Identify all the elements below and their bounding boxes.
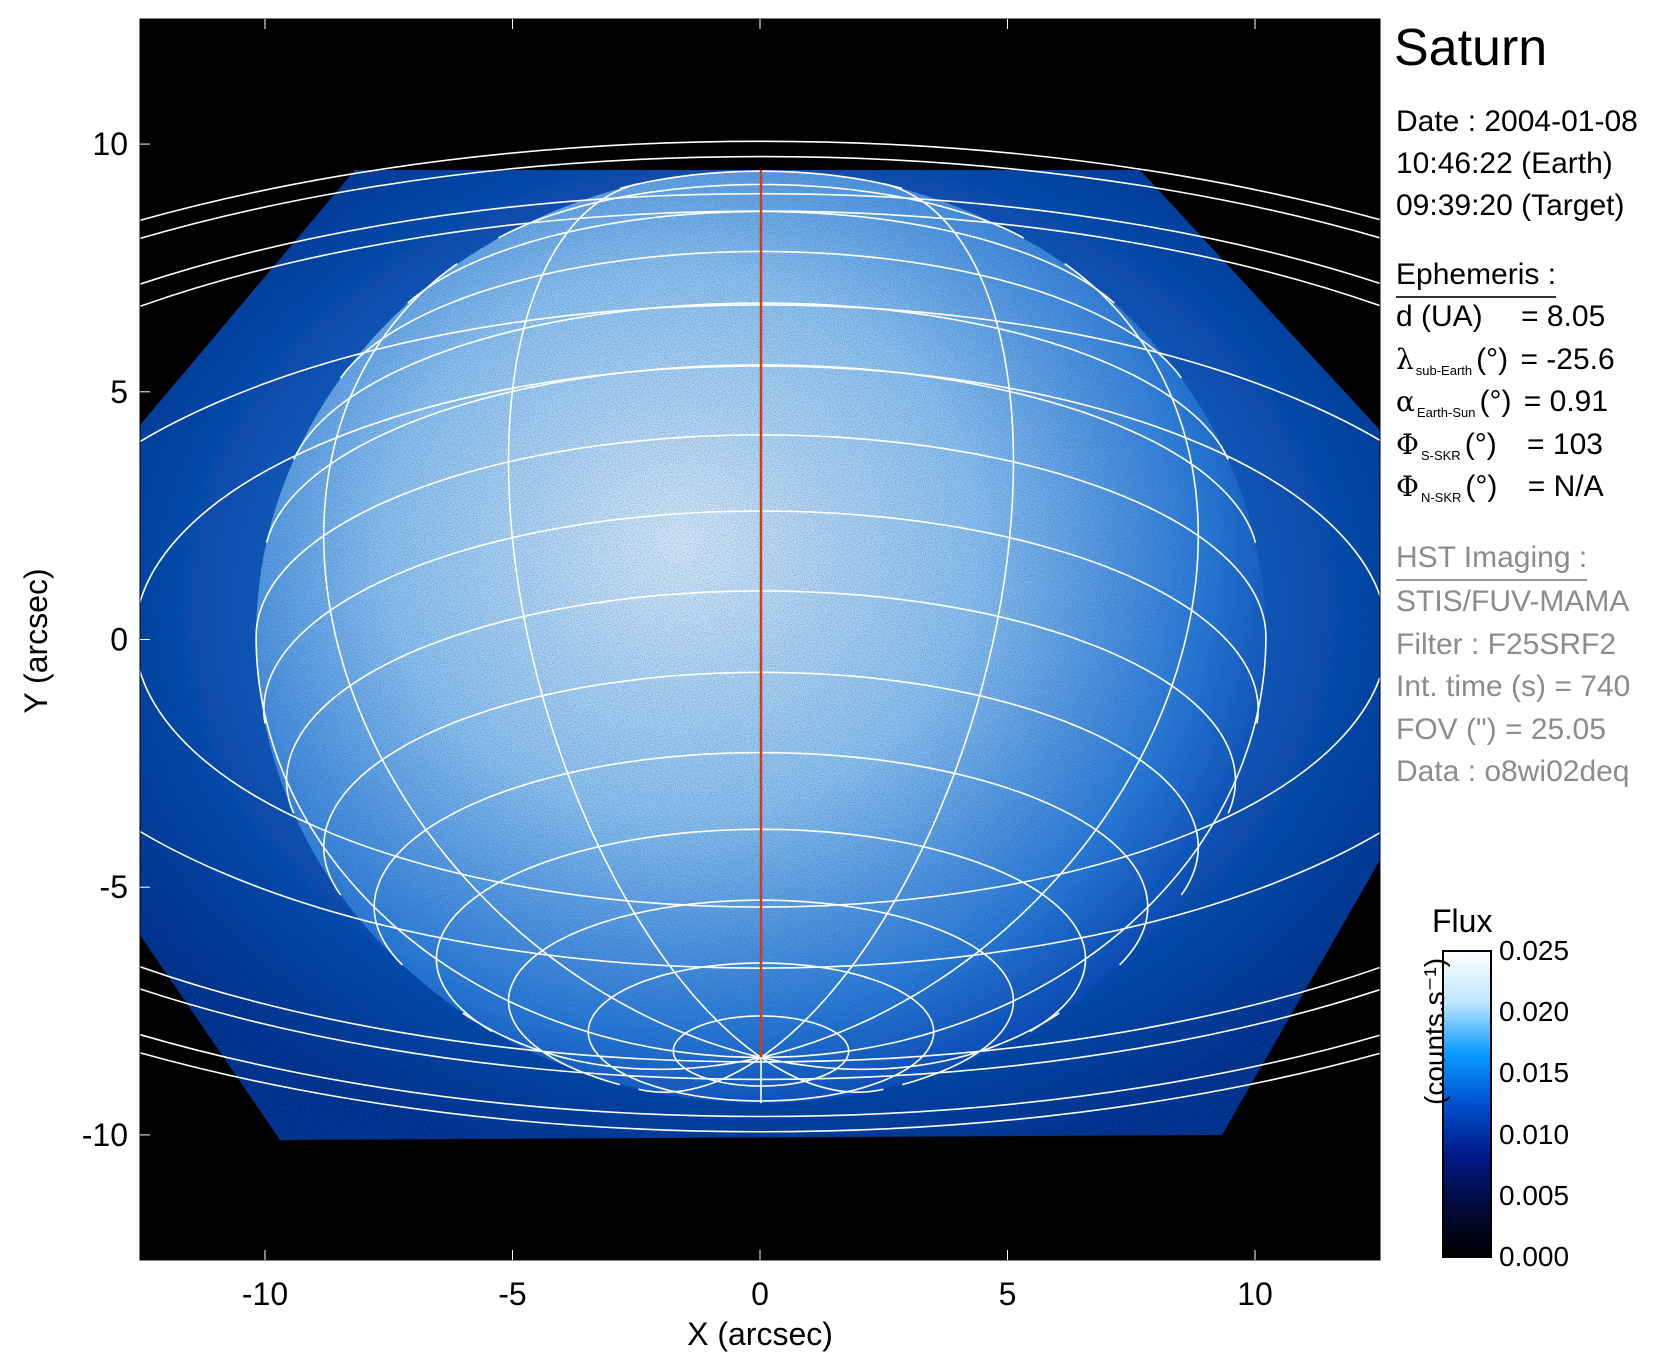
ephemeris-row: Φ S-SKR (°) = 103 [1396, 427, 1603, 471]
date-text: Date : 2004-01-08 [1396, 105, 1638, 138]
x-tick-label: -10 [242, 1276, 288, 1312]
colorbar-unit: (counts.s⁻¹) [1419, 957, 1450, 1105]
colorbar [1442, 950, 1492, 1258]
earth-time-text: 10:46:22 (Earth) [1396, 147, 1613, 180]
colorbar-title: Flux [1432, 903, 1493, 939]
target-time-text: 09:39:20 (Target) [1396, 189, 1625, 222]
ephemeris-value: = 8.05 [1521, 300, 1606, 333]
longitude-line [322, 263, 762, 1059]
imaging-row: FOV (") = 25.05 [1396, 712, 1606, 746]
longitude-line [255, 636, 762, 1059]
ephemeris-symbol: λ [1396, 342, 1414, 376]
axes: -10 -5 0 5 10 10 5 0 -5 -10 [82, 19, 1273, 1312]
colorbar-tick-label: 0.010 [1499, 1118, 1570, 1150]
ephemeris-value: = 0.91 [1523, 385, 1609, 418]
imaging-row: Data : o8wi02deq [1396, 755, 1630, 788]
x-tick-label: 0 [751, 1276, 769, 1312]
planet-title: Saturn [1394, 19, 1548, 77]
colorbar-tick-label: 0.005 [1499, 1179, 1570, 1211]
ephemeris-symbol: Φ [1396, 427, 1419, 461]
ephemeris-row: d (UA) = 8.05 [1396, 302, 1605, 332]
colorbar-tick-label: 0.025 [1499, 935, 1570, 966]
ring-outline [140, 140, 1380, 1133]
ephemeris-row: λ sub-Earth (°) = -25.6 [1396, 342, 1615, 386]
y-tick-label: -10 [82, 1117, 128, 1153]
ephemeris-value: = 103 [1527, 427, 1603, 461]
ephemeris-symbol: Φ [1396, 470, 1419, 503]
x-tick-label: 5 [999, 1276, 1017, 1312]
longitude-line [638, 1056, 762, 1093]
ephemeris-label: (°) [1464, 427, 1497, 461]
y-tick-label: -5 [100, 869, 128, 905]
ephemeris-subscript: N-SKR [1420, 490, 1462, 505]
ephemeris-value: = -25.6 [1520, 342, 1615, 376]
ephemeris-value: = N/A [1527, 470, 1604, 503]
ring-outline [140, 155, 1380, 1118]
longitude-line [760, 636, 1267, 1059]
imaging-row: Filter : F25SRF2 [1396, 627, 1617, 661]
ephemeris-subscript: sub-Earth [1415, 362, 1473, 378]
ephemeris-label: (°) [1476, 342, 1509, 376]
y-axis-label: Y (arcsec) [18, 568, 54, 713]
ephemeris-symbol: α [1396, 385, 1415, 418]
longitude-line [760, 1012, 1060, 1071]
longitude-line [760, 183, 1015, 1059]
x-tick-label: -5 [498, 1276, 526, 1312]
ephemeris-row: Φ N-SKR (°) = N/A [1396, 472, 1604, 513]
longitude-line [507, 183, 762, 1059]
longitude-line [462, 1012, 762, 1071]
ephemeris-subscript: S-SKR [1420, 447, 1461, 463]
imaging-row: Int. time (s) = 740 [1396, 670, 1631, 703]
ephemeris-label: d (UA) [1396, 300, 1483, 333]
x-axis-label: X (arcsec) [687, 1316, 833, 1352]
ephemeris-header: Ephemeris : [1396, 260, 1557, 298]
y-tick-label: 10 [92, 126, 128, 162]
ephemeris-label: (°) [1465, 470, 1498, 503]
colorbar-tick-label: 0.015 [1499, 1057, 1570, 1089]
y-tick-label: 5 [110, 374, 128, 410]
ephemeris-subscript: Earth-Sun [1416, 405, 1476, 420]
y-tick-label: 0 [110, 622, 128, 658]
x-tick-label: 10 [1237, 1276, 1273, 1312]
colorbar-tick-label: 0.020 [1499, 996, 1570, 1028]
longitude-line [760, 1056, 884, 1093]
ephemeris-label: (°) [1479, 385, 1512, 418]
imaging-header: HST Imaging : [1396, 543, 1588, 581]
colorbar-tick-label: 0.000 [1499, 1241, 1570, 1272]
imaging-row: STIS/FUV-MAMA [1396, 585, 1630, 618]
ephemeris-row: α Earth-Sun (°) = 0.91 [1396, 387, 1608, 428]
longitude-line [760, 263, 1200, 1059]
